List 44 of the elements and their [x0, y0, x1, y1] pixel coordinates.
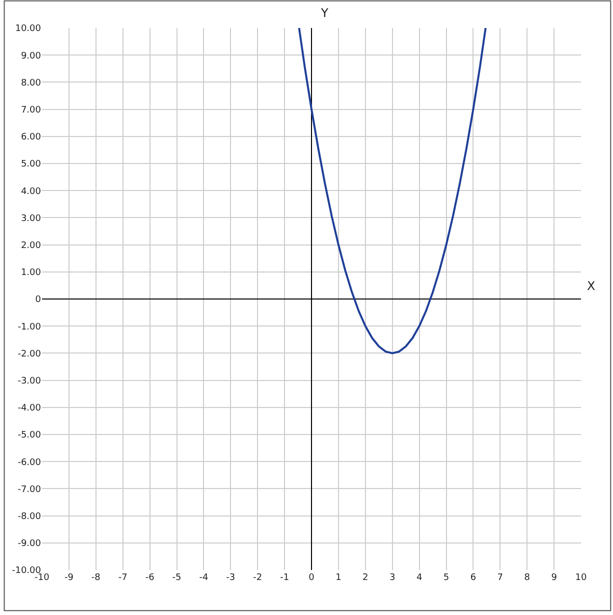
- y-tick-label: 8.00: [20, 78, 42, 88]
- x-tick-label: 10: [575, 573, 587, 583]
- y-tick-label: 0: [35, 295, 42, 306]
- x-tick-label: 6: [470, 573, 476, 583]
- x-tick-label: -6: [145, 573, 155, 583]
- y-tick-label: -8.00: [18, 512, 42, 522]
- x-axis-title: X: [587, 279, 596, 293]
- x-tick-label: 1: [336, 573, 342, 583]
- y-tick-label: -2.00: [18, 349, 42, 360]
- y-tick-label: -7.00: [18, 484, 42, 495]
- x-tick-label: 4: [416, 573, 422, 583]
- x-tick-label: 3: [389, 573, 396, 583]
- x-tick-label: -10: [34, 573, 50, 583]
- y-axis-title: Y: [320, 6, 329, 20]
- y-tick-label: 9.00: [20, 51, 42, 62]
- y-tick-label: -6.00: [18, 458, 42, 468]
- x-tick-label: -7: [118, 573, 128, 583]
- y-tick-label: 10.00: [15, 24, 42, 34]
- line-series: [298, 28, 487, 354]
- y-tick-label: 3.00: [20, 214, 42, 224]
- y-tick-label: -1.00: [18, 322, 42, 332]
- x-tick-label: 7: [497, 573, 504, 583]
- y-tick-label: 4.00: [20, 186, 42, 197]
- y-tick-label: 1.00: [20, 268, 42, 278]
- x-tick-label: -4: [199, 573, 208, 583]
- x-tick-label: 9: [551, 573, 558, 583]
- x-tick-label: -3: [226, 573, 236, 583]
- x-tick-label: -8: [91, 573, 101, 583]
- y-tick-label: 7.00: [20, 105, 42, 116]
- y-tick-label: -4.00: [18, 404, 42, 414]
- x-tick-label: 8: [524, 573, 530, 583]
- x-tick-label: -2: [253, 573, 262, 583]
- x-tick-label: 5: [443, 573, 450, 583]
- y-tick-label: 6.00: [20, 132, 42, 143]
- x-tick-label: 0: [308, 573, 315, 583]
- y-tick-label: 2.00: [20, 240, 42, 251]
- y-tick-label: -9.00: [18, 539, 42, 550]
- x-tick-label: -5: [172, 573, 182, 583]
- x-tick-label: -9: [64, 573, 74, 583]
- x-tick-label: -1: [280, 573, 290, 583]
- y-tick-label: -5.00: [18, 430, 42, 441]
- y-tick-label: -3.00: [18, 376, 42, 386]
- x-tick-label: 2: [362, 573, 368, 583]
- y-tick-label: 5.00: [20, 160, 42, 170]
